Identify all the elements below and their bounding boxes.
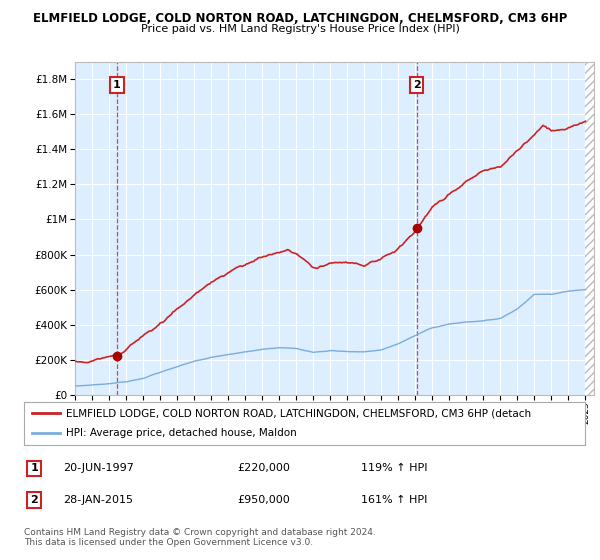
Text: 2: 2 xyxy=(30,495,38,505)
Text: 2: 2 xyxy=(413,80,421,90)
Text: 119% ↑ HPI: 119% ↑ HPI xyxy=(361,464,427,473)
Text: ELMFIELD LODGE, COLD NORTON ROAD, LATCHINGDON, CHELMSFORD, CM3 6HP: ELMFIELD LODGE, COLD NORTON ROAD, LATCHI… xyxy=(33,12,567,25)
Text: 1: 1 xyxy=(30,464,38,473)
Text: 161% ↑ HPI: 161% ↑ HPI xyxy=(361,495,427,505)
Text: 20-JUN-1997: 20-JUN-1997 xyxy=(63,464,134,473)
Text: £950,000: £950,000 xyxy=(237,495,290,505)
Bar xyxy=(586,62,594,395)
Text: HPI: Average price, detached house, Maldon: HPI: Average price, detached house, Mald… xyxy=(66,428,297,438)
Text: Contains HM Land Registry data © Crown copyright and database right 2024.
This d: Contains HM Land Registry data © Crown c… xyxy=(24,528,376,547)
Text: 28-JAN-2015: 28-JAN-2015 xyxy=(63,495,133,505)
Text: ELMFIELD LODGE, COLD NORTON ROAD, LATCHINGDON, CHELMSFORD, CM3 6HP (detach: ELMFIELD LODGE, COLD NORTON ROAD, LATCHI… xyxy=(66,408,531,418)
Text: 1: 1 xyxy=(113,80,121,90)
Text: Price paid vs. HM Land Registry's House Price Index (HPI): Price paid vs. HM Land Registry's House … xyxy=(140,24,460,34)
Text: £220,000: £220,000 xyxy=(237,464,290,473)
